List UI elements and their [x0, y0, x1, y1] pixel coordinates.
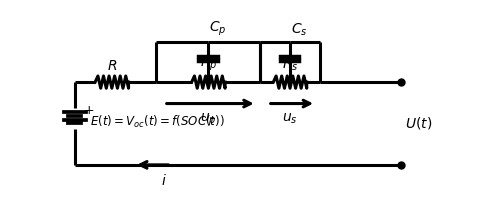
- Text: $C_s$: $C_s$: [291, 21, 308, 38]
- Text: $U(t)$: $U(t)$: [405, 115, 433, 132]
- Text: $R_s$: $R_s$: [282, 57, 298, 73]
- Text: $i$: $i$: [161, 173, 167, 187]
- Text: $R_p$: $R_p$: [200, 55, 217, 73]
- Text: $u_p$: $u_p$: [200, 111, 217, 128]
- Text: $E(t)=V_{oc}(t)=f(SOC(t))$: $E(t)=V_{oc}(t)=f(SOC(t))$: [90, 114, 224, 130]
- Text: $R$: $R$: [107, 59, 117, 73]
- Text: $+$: $+$: [83, 104, 94, 117]
- Text: $C_p$: $C_p$: [209, 19, 227, 38]
- Text: $u_s$: $u_s$: [282, 111, 298, 126]
